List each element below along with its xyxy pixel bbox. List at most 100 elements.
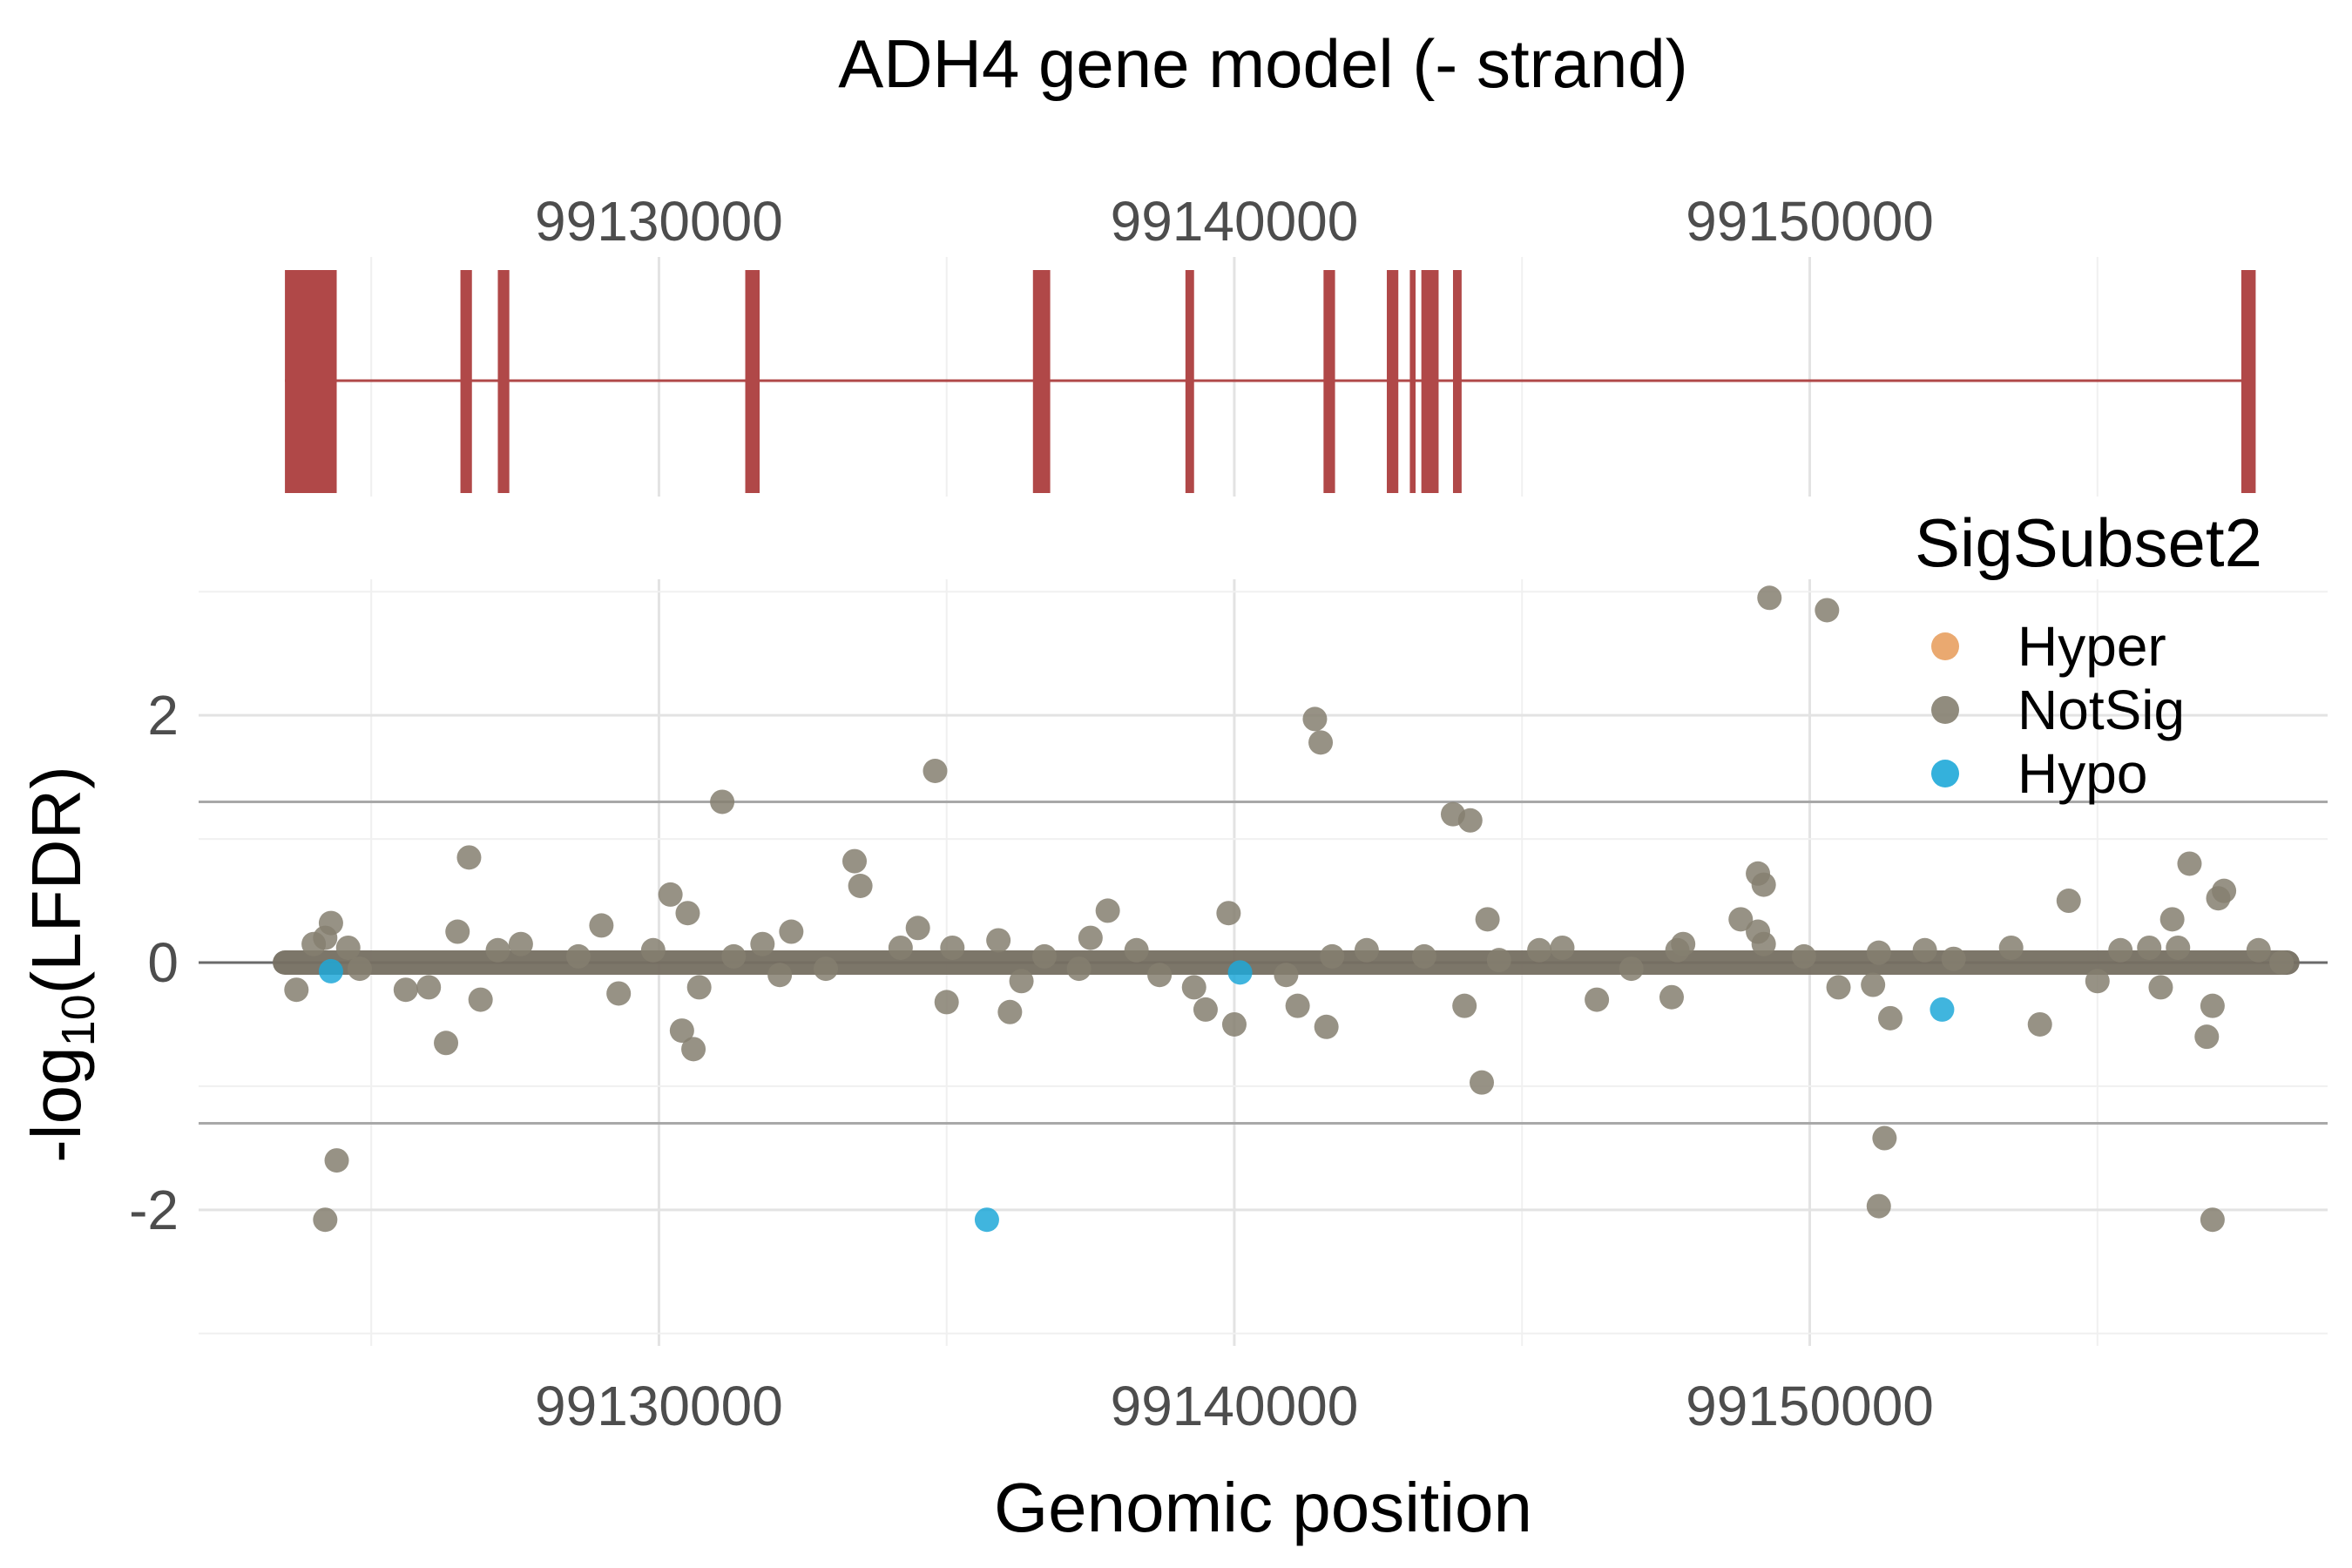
notsig-point [1031,943,1057,969]
chart-title: ADH4 gene model (- strand) [838,25,1687,102]
notsig-point [2200,993,2225,1018]
hypo-point [974,1207,999,1233]
notsig-point [606,981,632,1006]
exon-block [460,270,472,493]
notsig-point [923,759,948,783]
legend-swatch-hypo [1931,760,1959,787]
notsig-point [1475,907,1500,932]
gene-model-x-tick-label: 99150000 [1686,190,1934,253]
notsig-point [1095,898,1120,923]
notsig-point [1486,948,1511,973]
hypo-point [1227,960,1253,985]
data-points [284,585,2295,1233]
notsig-point [1550,935,1575,960]
notsig-point [2177,851,2202,876]
notsig-point [445,919,470,944]
notsig-point [301,931,327,956]
notsig-point [1751,872,1776,897]
exon-block [1323,270,1335,493]
exon-block [1032,270,1051,493]
notsig-point [675,901,700,926]
gene-model-x-tick-label: 99140000 [1111,190,1359,253]
notsig-point [905,916,930,941]
notsig-point [1452,993,1477,1018]
exon-block [1409,270,1416,493]
notsig-point [1308,730,1334,755]
gene-model-gridlines [370,257,2099,497]
notsig-point [1877,1005,1903,1031]
exon-block [1387,270,1399,493]
notsig-point [335,935,361,960]
notsig-point [2269,950,2295,975]
y-tick-labels: -2 0 2 [129,684,179,1241]
notsig-point [1815,598,1840,623]
notsig-point [1941,946,1966,971]
notsig-point [1221,1011,1247,1037]
notsig-point [1659,984,1684,1010]
notsig-point [710,789,735,814]
notsig-point [1124,937,1149,963]
notsig-point [2212,878,2237,903]
notsig-point [2194,1024,2220,1050]
legend-label-notsig: NotSig [2017,679,2185,741]
notsig-point [848,874,873,898]
notsig-point [750,931,775,956]
notsig-point [2166,935,2191,960]
x-axis-label: Genomic position [994,1469,1532,1546]
notsig-point [1671,931,1696,956]
notsig-point [347,956,372,982]
notsig-point [813,956,838,982]
notsig-point [393,977,418,1003]
y-axis-label-subscript: 10 [52,994,105,1046]
notsig-point [565,943,591,969]
notsig-point [681,1037,706,1062]
notsig-point [1314,1014,1339,1039]
notsig-point [1320,943,1345,969]
notsig-point [2200,1207,2225,1233]
exon-block [2240,270,2256,493]
notsig-point [940,935,965,960]
notsig-point [1066,956,1092,982]
legend-label-hyper: Hyper [2017,615,2166,678]
y-tick-label: 2 [147,684,179,747]
notsig-point [2108,937,2133,963]
exon-block [1452,270,1462,493]
notsig-point [1078,925,1103,950]
notsig-point [2148,975,2173,1000]
notsig-point [1791,943,1816,969]
gene-model [285,270,2256,493]
notsig-point [1826,975,1851,1000]
exon-block [745,270,760,493]
legend-swatch-notsig [1931,696,1959,724]
notsig-point [1872,1125,1897,1151]
notsig-point [1302,706,1328,732]
notsig-point [986,928,1011,953]
notsig-point [997,999,1023,1024]
notsig-point [1998,935,2024,960]
notsig-point [589,913,614,938]
notsig-point [2027,1011,2052,1037]
notsig-point [1457,808,1483,833]
exon-block [285,270,337,493]
notsig-point [1728,907,1754,932]
notsig-point [2137,935,2162,960]
notsig-point [2246,937,2271,963]
legend-label-hypo: Hypo [2017,742,2147,805]
notsig-point [1354,937,1379,963]
notsig-point [1757,585,1782,611]
notsig-point [1861,972,1886,997]
notsig-point [416,975,442,1000]
y-axis-label-main: -log [17,1046,95,1162]
notsig-point [1285,993,1310,1018]
legend-swatch-hyper [1931,632,1959,660]
notsig-point [779,919,804,944]
hypo-point [318,958,343,983]
notsig-point [1274,963,1299,988]
notsig-point [2159,907,2185,932]
gene-model-x-tick-labels: 99130000 99140000 99150000 [535,190,1934,253]
y-axis-label: -log10(LFDR) [17,766,105,1163]
notsig-point [468,987,493,1012]
x-tick-label: 99130000 [535,1375,783,1437]
